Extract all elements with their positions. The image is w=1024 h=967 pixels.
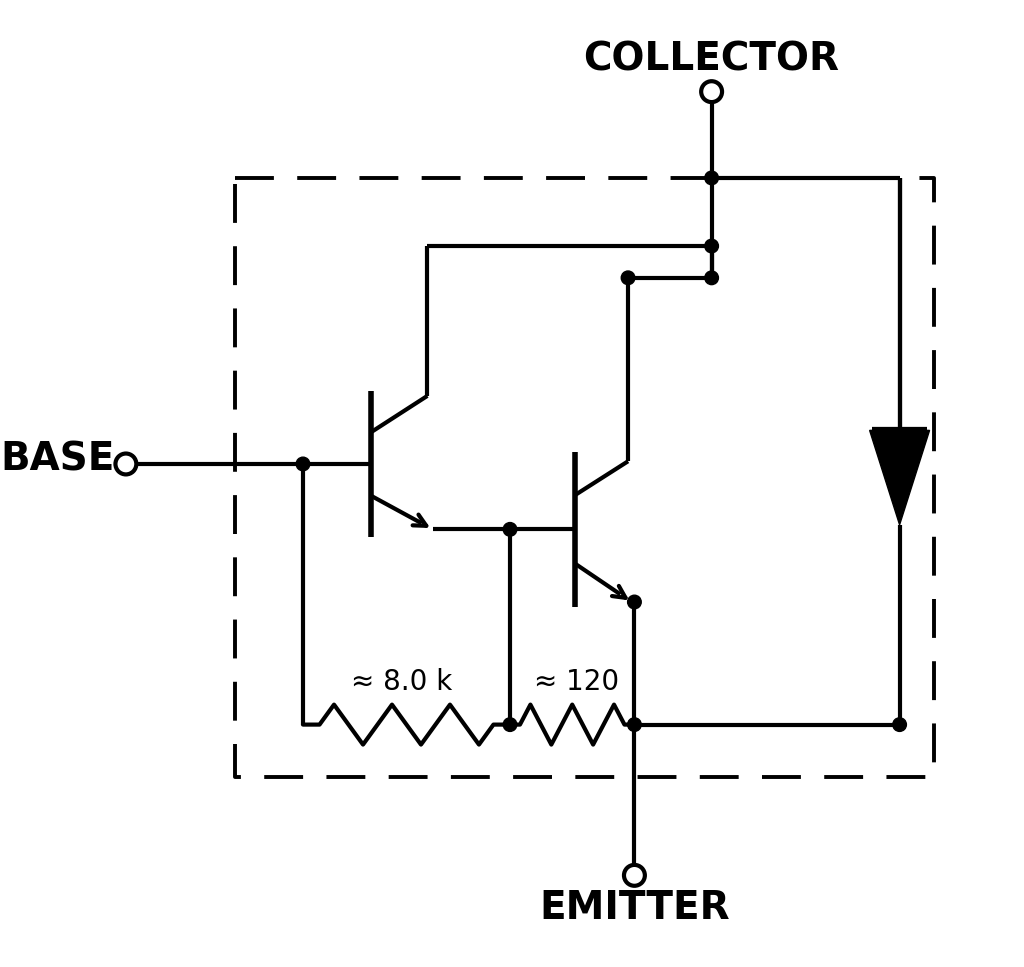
Circle shape	[622, 271, 635, 284]
Circle shape	[705, 171, 719, 185]
Circle shape	[503, 522, 517, 536]
Circle shape	[296, 457, 310, 471]
Text: BASE: BASE	[1, 440, 115, 479]
Circle shape	[705, 239, 719, 252]
Polygon shape	[869, 430, 930, 525]
Text: COLLECTOR: COLLECTOR	[584, 40, 840, 78]
Circle shape	[624, 864, 645, 886]
Circle shape	[705, 271, 719, 284]
Text: ≈ 120: ≈ 120	[535, 667, 620, 695]
Text: ≈ 8.0 k: ≈ 8.0 k	[351, 667, 453, 695]
Circle shape	[701, 81, 722, 103]
Circle shape	[503, 718, 517, 731]
Circle shape	[628, 718, 641, 731]
Circle shape	[116, 454, 136, 475]
Circle shape	[628, 596, 641, 609]
Text: EMITTER: EMITTER	[539, 889, 730, 927]
Circle shape	[893, 718, 906, 731]
